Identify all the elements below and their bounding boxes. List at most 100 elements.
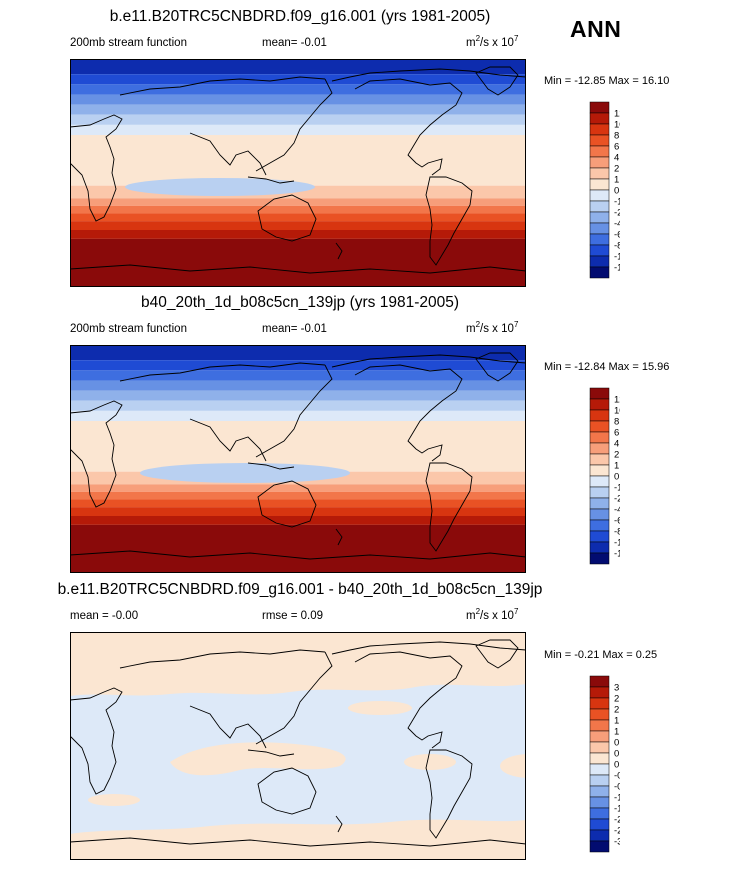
minmax-label: Min = -12.85 Max = 16.10 — [544, 75, 670, 87]
field-band — [70, 484, 526, 492]
colorbar-box — [589, 200, 610, 213]
colorbar-box — [589, 134, 610, 147]
colorbar-box — [589, 101, 610, 114]
colorbar-label: 4 — [614, 153, 619, 164]
field-band — [70, 370, 526, 381]
coastline — [189, 132, 267, 176]
field-band — [70, 94, 526, 105]
diff-region — [348, 701, 412, 715]
coastline — [354, 651, 463, 749]
map-field-1 — [70, 59, 526, 287]
anomaly-patch — [125, 149, 205, 161]
map-frame — [70, 59, 526, 287]
anomaly-patch — [140, 463, 350, 483]
field-band — [70, 507, 526, 516]
colorbar-box — [589, 818, 610, 831]
coastline — [331, 641, 526, 655]
field-band — [70, 114, 526, 125]
coastlines-3 — [70, 639, 526, 847]
map-panel-2 — [70, 345, 526, 573]
anomaly-patch — [125, 435, 205, 447]
diff-positive-regions — [70, 632, 526, 860]
colorbar-label: 1 — [614, 175, 619, 186]
coastline — [475, 352, 519, 382]
colorbar-box — [589, 442, 610, 455]
colorbar-box — [589, 266, 610, 279]
colorbar-label: -1 — [614, 793, 620, 804]
colorbar-boxes — [589, 101, 610, 279]
colorbar-box — [589, 255, 610, 268]
map-panel-1 — [70, 59, 526, 287]
field-band — [70, 400, 526, 411]
colorbar-box — [589, 541, 610, 554]
colorbar-label: -8 — [614, 527, 620, 538]
coastline — [335, 242, 343, 260]
colorbar-box — [589, 796, 610, 809]
coastline — [255, 651, 333, 745]
field-band — [70, 410, 526, 421]
colorbar-label: 8 — [614, 131, 619, 142]
colorbar-box — [589, 222, 610, 235]
field-band — [70, 213, 526, 222]
units-mid: /s x 10 — [480, 609, 514, 622]
units-exp1: 2 — [475, 607, 481, 616]
coastline — [70, 114, 123, 222]
minmax-label: Min = -0.21 Max = 0.25 — [544, 649, 658, 661]
field-band — [70, 124, 526, 135]
colorbar-box — [589, 486, 610, 499]
colorbar-box — [589, 829, 610, 842]
anomaly-patch — [205, 148, 345, 164]
coastlines-1 — [70, 66, 526, 274]
diff-region — [70, 819, 526, 860]
colorbar-label: 12 — [614, 109, 620, 120]
colorbar-box — [589, 774, 610, 787]
units-exp2: 7 — [513, 320, 519, 329]
anomaly-patch — [203, 433, 347, 449]
field-band — [70, 390, 526, 401]
colorbar-label: 0 — [614, 472, 619, 483]
field-band — [70, 524, 526, 573]
colorbar-label: 2 — [614, 450, 619, 461]
colorbar-box — [589, 211, 610, 224]
field-band — [70, 104, 526, 115]
colorbar-box — [589, 156, 610, 169]
colorbar-box — [589, 719, 610, 732]
panel-left-label: 200mb stream function — [70, 37, 187, 49]
field-band — [70, 74, 526, 85]
colorbar-label: 10 — [614, 406, 620, 417]
colorbar-label: -2 — [614, 815, 620, 826]
colorbar-box — [589, 675, 610, 688]
colorbar-box — [589, 123, 610, 136]
field-band — [70, 491, 526, 500]
field-band — [70, 499, 526, 508]
coastline — [247, 462, 295, 470]
map-field-2 — [70, 345, 526, 573]
field-band — [70, 205, 526, 214]
colorbar-label: 1 — [614, 727, 619, 738]
colorbar-box — [589, 244, 610, 257]
colorbar-box — [589, 508, 610, 521]
coastline — [257, 767, 317, 815]
colorbar-label: -0.3 — [614, 771, 620, 782]
colorbar-box — [589, 519, 610, 532]
coastline — [331, 68, 526, 82]
coastline — [475, 66, 519, 96]
panel-mean-label: mean= -0.01 — [262, 37, 327, 49]
colorbar-box — [589, 741, 610, 754]
colorbar-box — [589, 398, 610, 411]
panel-title: b.e11.B20TRC5CNBDRD.f09_g16.001 - b40_20… — [57, 581, 543, 598]
colorbar-label: 12 — [614, 395, 620, 406]
coastline — [70, 837, 526, 847]
panel-units: m2/s x 107 — [466, 607, 518, 622]
diff-region — [70, 632, 526, 696]
diff-region — [170, 742, 346, 776]
coastline — [425, 462, 473, 552]
panel-rmse-label: rmse = 0.09 — [262, 610, 324, 622]
colorbar-box — [589, 708, 610, 721]
colorbar-3: 32.521.510.50.30-0.3-0.5-1-1.5-2-2.5-3 — [589, 675, 620, 853]
colorbar-box — [589, 807, 610, 820]
coastline — [189, 418, 267, 462]
season-label: ANN — [570, 16, 622, 42]
field-band — [70, 230, 526, 239]
colorbar-label: -10 — [614, 538, 620, 549]
